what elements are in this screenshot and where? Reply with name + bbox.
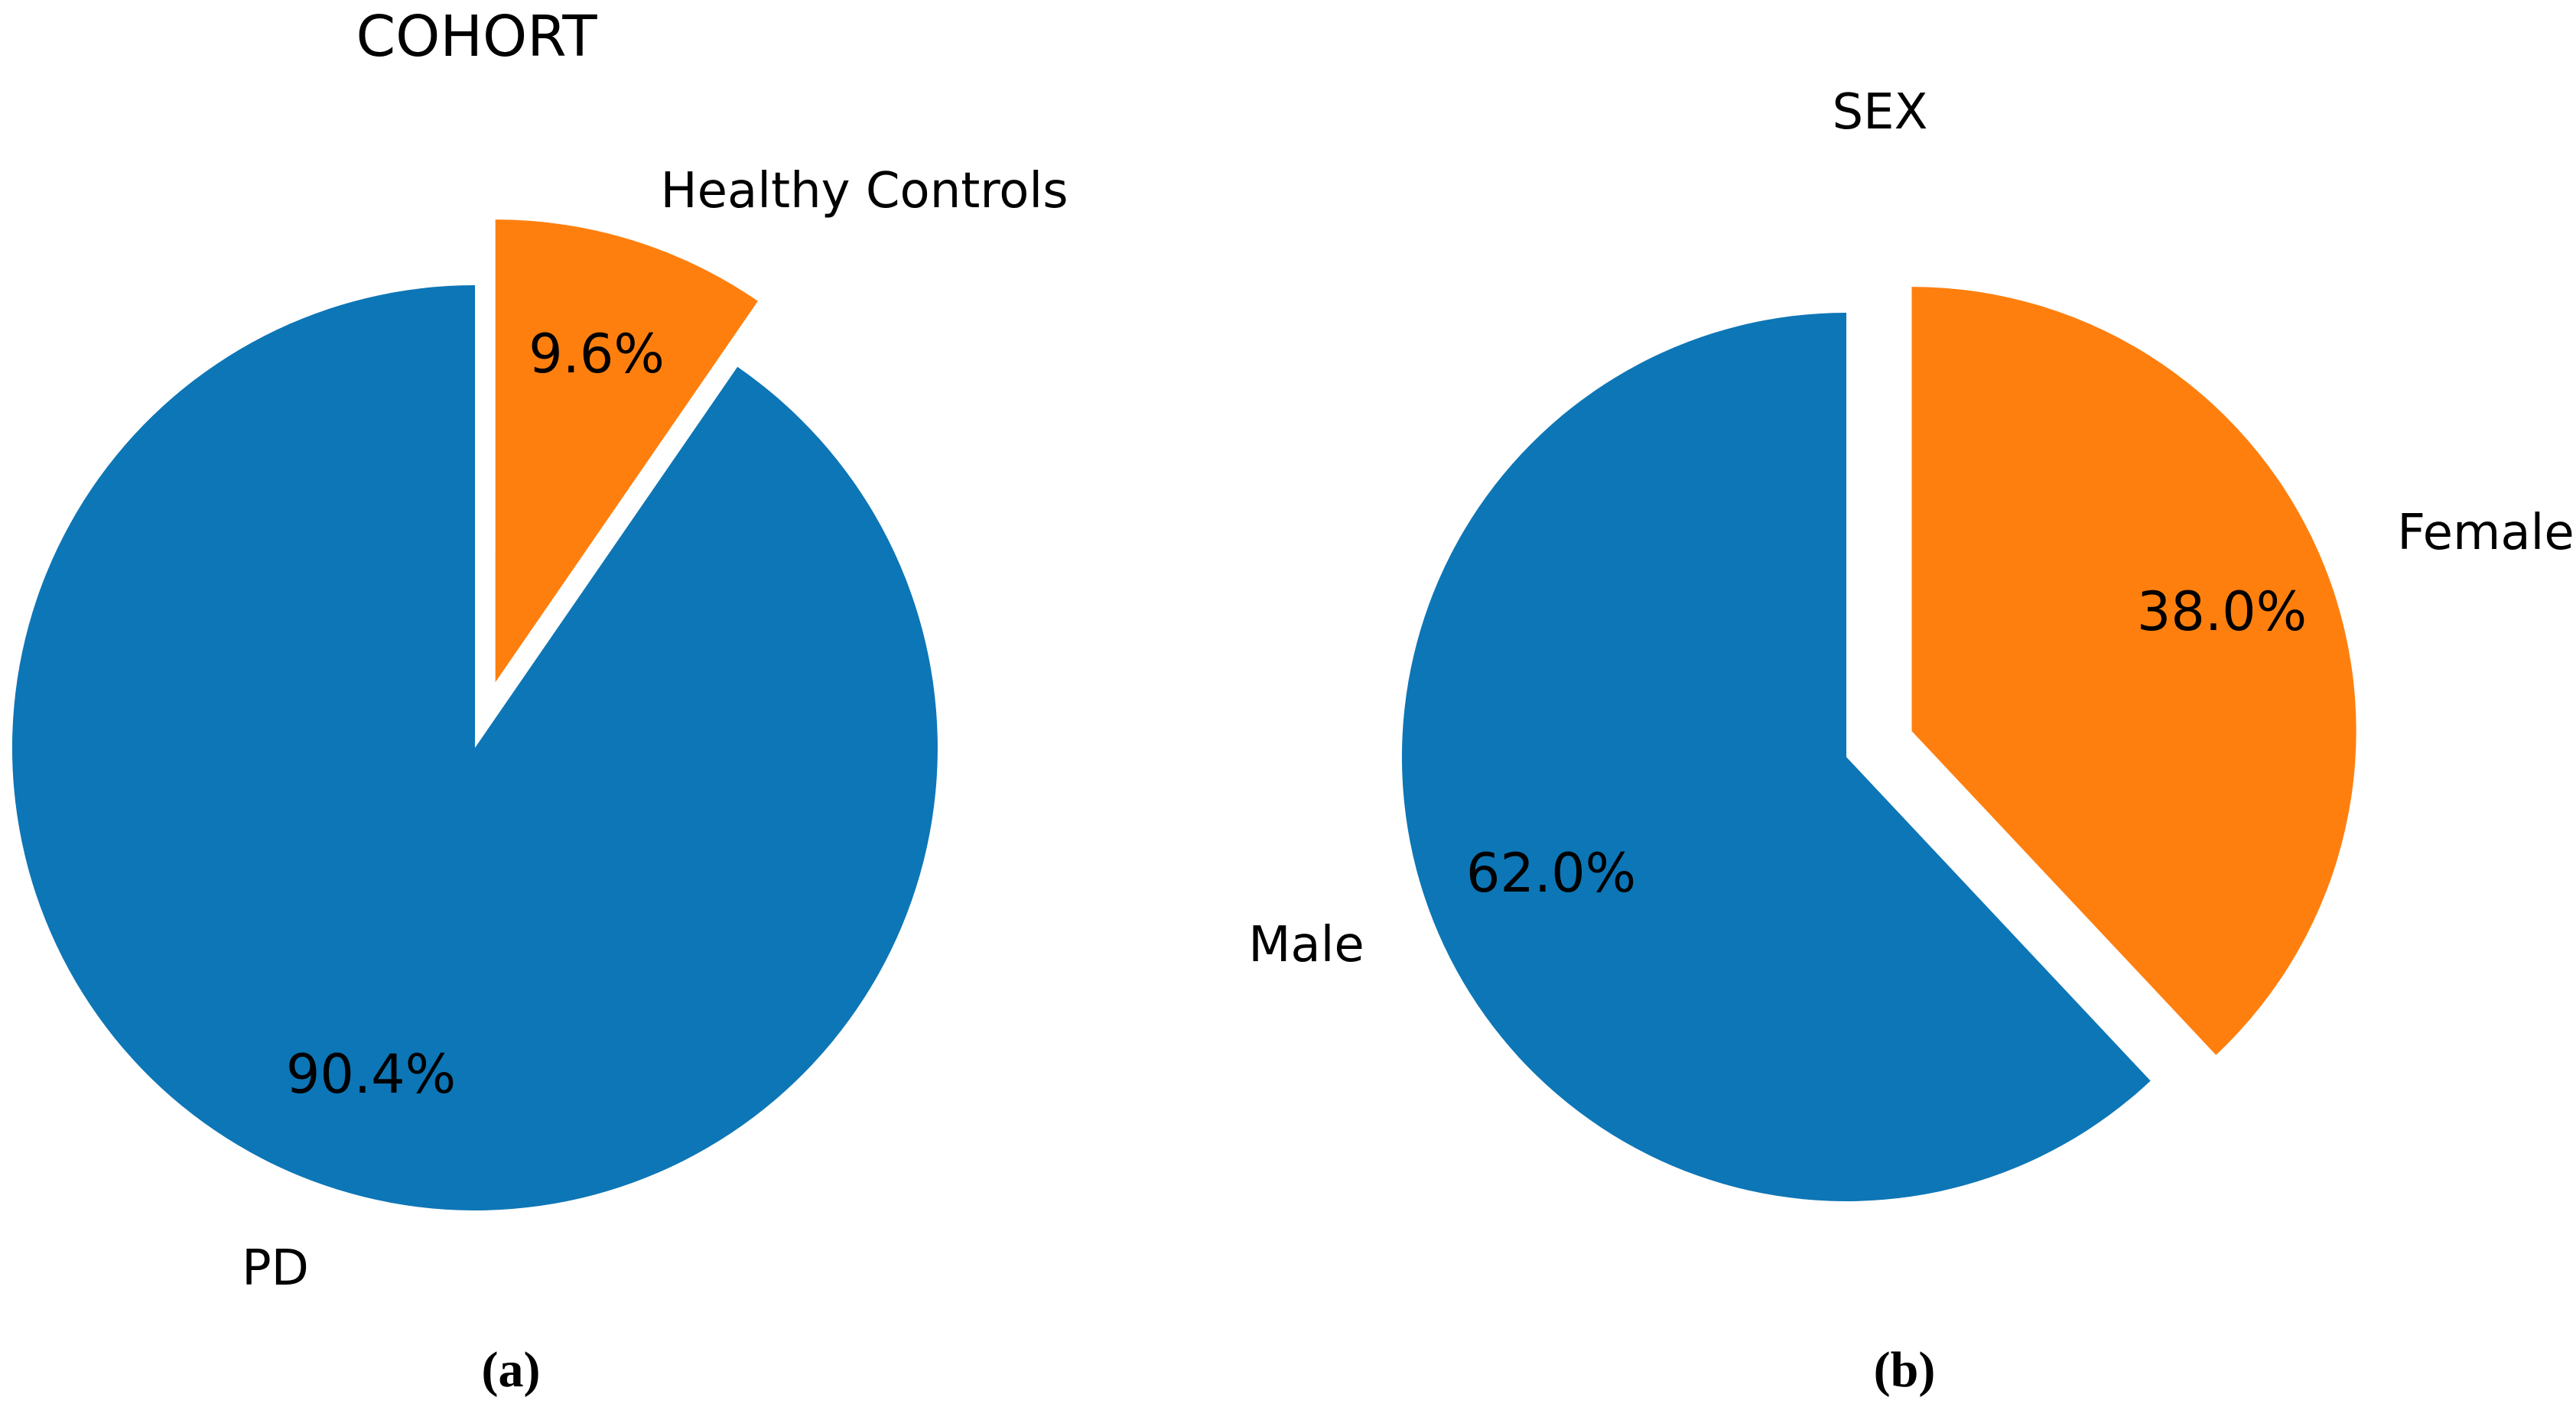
pie-sex-slice-female: [1911, 287, 2356, 1055]
male-percent-label: 62.0%: [1465, 842, 1637, 905]
pie-sex-slice-male: [1401, 313, 2151, 1202]
male-slice-label: Male: [1248, 917, 1364, 973]
subfigure-caption-a: (a): [481, 1342, 541, 1398]
female-percent-label: 38.0%: [2136, 580, 2308, 643]
healthy-controls-slice-label: Healthy Controls: [660, 163, 1068, 219]
female-slice-label: Female: [2397, 505, 2574, 561]
healthy-controls-percent-label: 9.6%: [529, 323, 665, 385]
pd-slice-label: PD: [242, 1240, 309, 1297]
cohort-chart-title: COHORT: [356, 4, 597, 70]
subfigure-caption-b: (b): [1873, 1342, 1936, 1398]
pie-cohort-slice-healthy-controls: [495, 219, 758, 683]
pd-percent-label: 90.4%: [285, 1043, 457, 1106]
sex-chart-title: SEX: [1832, 84, 1928, 141]
pie-cohort-slice-pd: [11, 285, 938, 1211]
